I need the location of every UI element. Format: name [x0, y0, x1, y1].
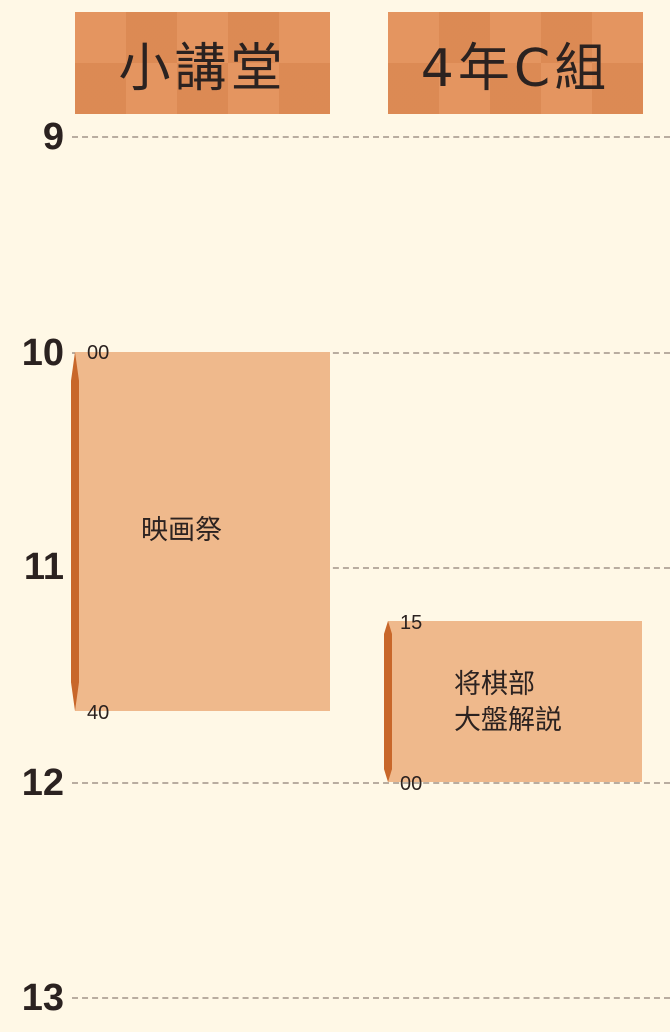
event-block-shogi-commentary[interactable]: 将棋部 大盤解説 [388, 621, 642, 782]
room-header-small-auditorium: 小講堂 [75, 12, 330, 114]
hour-gridline-13 [72, 997, 670, 999]
hour-gridline-10 [72, 352, 670, 354]
hour-gridline-12 [72, 782, 670, 784]
event-title-line: 映画祭 [141, 515, 222, 546]
hour-label-10: 10 [21, 332, 64, 374]
room-header-label: 4年C組 [420, 38, 611, 99]
hour-label-12: 12 [21, 762, 64, 804]
event-duration-bar [384, 621, 392, 782]
hour-label-9: 9 [42, 116, 64, 158]
room-header-label: 小講堂 [118, 38, 287, 99]
event-end-minute: 00 [400, 773, 423, 795]
hour-label-11: 11 [23, 546, 64, 588]
hour-gridline-9 [72, 136, 670, 138]
event-title-line: 将棋部 [454, 669, 535, 700]
event-title: 映画祭 [141, 513, 222, 549]
event-title-line: 大盤解説 [454, 705, 562, 736]
event-title: 将棋部 大盤解説 [454, 667, 562, 739]
hour-label-13: 13 [21, 977, 64, 1019]
event-start-minute: 00 [87, 342, 110, 364]
event-duration-bar [71, 352, 79, 711]
event-start-minute: 15 [400, 612, 423, 634]
event-block-film-festival[interactable]: 映画祭 [75, 352, 330, 711]
hour-gridline-11 [72, 567, 670, 569]
event-end-minute: 40 [87, 702, 110, 724]
room-header-class-4c: 4年C組 [388, 12, 643, 114]
